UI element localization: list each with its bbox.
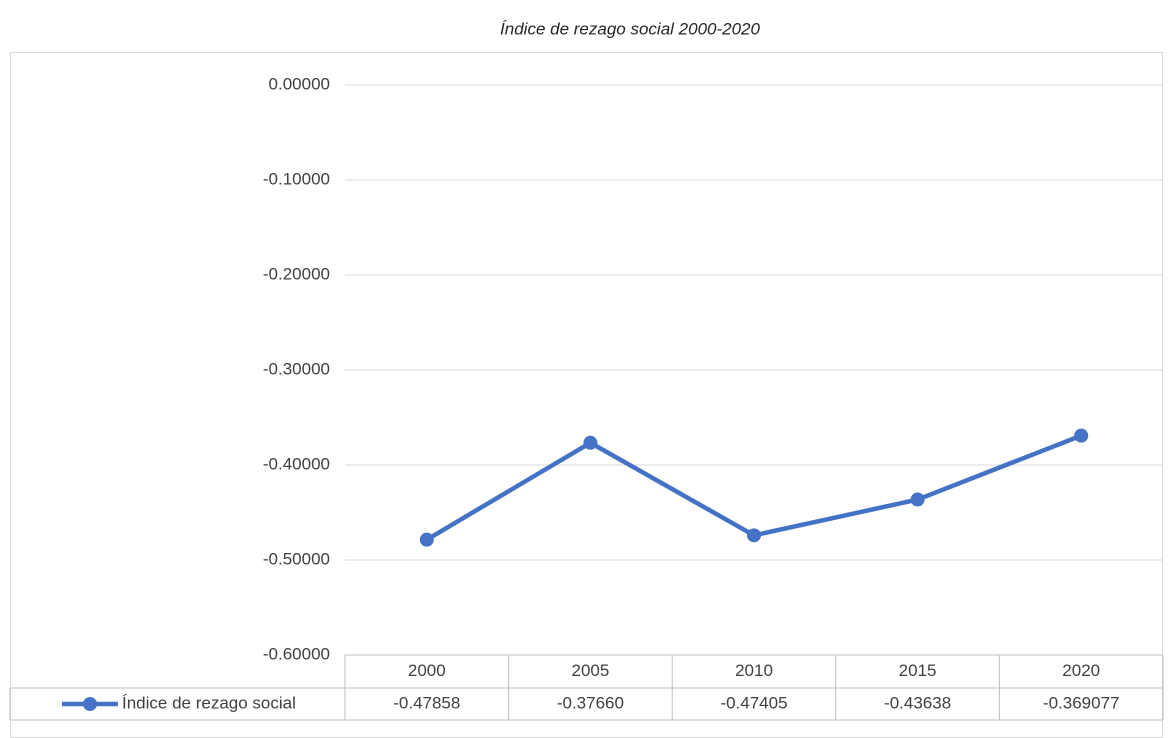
data-point: [1074, 428, 1089, 443]
x-tick-label: 2010: [735, 661, 773, 680]
y-tick-label: -0.20000: [263, 264, 330, 283]
data-point: [747, 528, 761, 543]
y-tick-label: -0.30000: [263, 359, 330, 378]
series-line: [425, 433, 1083, 542]
y-tick-label: -0.40000: [263, 454, 330, 473]
x-tick-label: 2000: [408, 661, 446, 680]
data-label: -0.47858: [393, 693, 460, 712]
y-tick-label: -0.60000: [263, 644, 330, 663]
x-tick-label: 2015: [899, 661, 937, 680]
chart-title: Índice de rezago social 2000-2020: [500, 19, 760, 38]
data-label: -0.47405: [720, 693, 787, 712]
x-tick-label: 2005: [571, 661, 609, 680]
legend-marker: [83, 697, 97, 711]
data-point: [419, 532, 434, 547]
legend-label: Índice de rezago social: [122, 693, 296, 712]
data-label: -0.43638: [884, 693, 951, 712]
chart-frame: [10, 52, 1163, 738]
y-tick-label: 0.00000: [269, 74, 330, 93]
data-label: -0.37660: [557, 693, 624, 712]
data-label: -0.369077: [1043, 693, 1120, 712]
data-point: [910, 492, 925, 507]
y-tick-label: -0.50000: [263, 549, 330, 568]
data-point: [583, 435, 598, 450]
x-tick-label: 2020: [1062, 661, 1100, 680]
y-tick-label: -0.10000: [263, 169, 330, 188]
